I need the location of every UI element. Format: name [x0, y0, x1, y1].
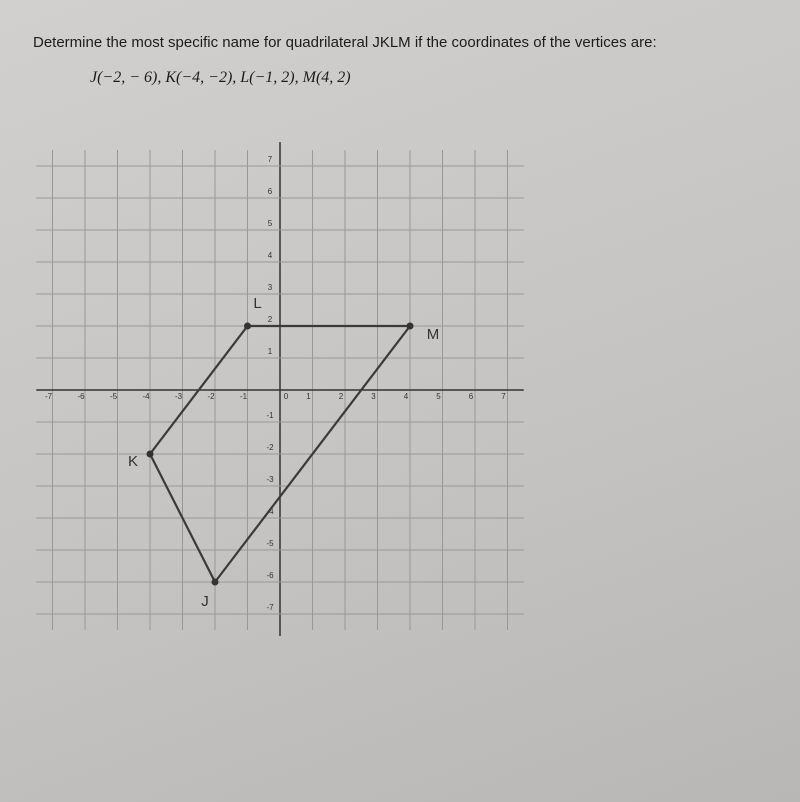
y-tick-label: 7 [268, 155, 273, 164]
vertex-label: J [201, 593, 209, 610]
x-tick-label: -6 [77, 392, 85, 401]
y-tick-label: -1 [266, 411, 274, 420]
vertex-label: L [253, 295, 261, 312]
x-tick-label: 3 [371, 392, 376, 401]
y-tick-label: -7 [266, 603, 274, 612]
y-tick-label: 5 [268, 219, 273, 228]
y-tick-label: 3 [268, 283, 273, 292]
y-tick-label: -6 [266, 571, 274, 580]
vertex [211, 578, 219, 586]
x-tick-label: 6 [469, 392, 474, 401]
y-tick-label: -4 [266, 507, 274, 516]
x-tick-label: 5 [436, 392, 441, 401]
vertex [406, 322, 414, 330]
x-tick-label: 2 [339, 392, 344, 401]
y-tick-label: -5 [266, 539, 274, 548]
coordinates: J(−2, − 6), K(−4, −2), L(−1, 2), M(4, 2) [90, 69, 351, 86]
vertex-label: M [427, 326, 440, 343]
vertex-label: K [128, 453, 138, 470]
y-tick-label: -2 [266, 443, 274, 452]
x-tick-label: 4 [404, 392, 409, 401]
x-tick-label: -5 [110, 392, 118, 401]
y-tick-label: -3 [266, 475, 274, 484]
y-tick-label: 2 [268, 315, 273, 324]
y-tick-label: 4 [268, 251, 273, 260]
vertex [244, 322, 251, 330]
x-tick-label: 1 [306, 392, 311, 401]
question: Determine the most specific name for qua… [33, 34, 657, 51]
x-tick-label: -2 [207, 392, 215, 401]
y-tick-label: 1 [268, 347, 273, 356]
y-tick-label: 6 [268, 187, 273, 196]
x-tick-label: -7 [45, 392, 53, 401]
vertex [146, 450, 154, 458]
x-tick-label: -1 [240, 392, 248, 401]
x-tick-label: -3 [175, 392, 183, 401]
coordinate-grid: -7 -6 -5 -4 -3 -2 -1 0 1 2 3 4 5 6 7 7 6 5 4 3 2 1 -1 -2 -3 -4 -5 -… [36, 142, 524, 636]
x-tick-label: -4 [142, 392, 150, 401]
x-tick-label: 0 [284, 392, 289, 401]
x-tick-label: 7 [501, 392, 506, 401]
